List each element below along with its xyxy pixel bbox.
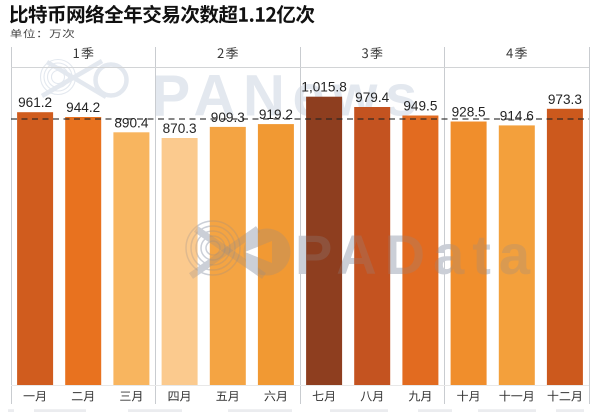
svg-text:1,015.8: 1,015.8 [301,80,346,95]
svg-text:949.5: 949.5 [403,99,437,114]
svg-text:890.4: 890.4 [114,115,148,130]
svg-text:PAData: PAData [295,223,538,286]
svg-text:909.3: 909.3 [211,110,245,125]
svg-text:914.6: 914.6 [500,108,534,123]
svg-text:961.2: 961.2 [18,95,52,110]
svg-text:944.2: 944.2 [66,100,100,115]
svg-text:919.2: 919.2 [259,107,293,122]
svg-text:870.3: 870.3 [163,121,197,136]
svg-text:973.3: 973.3 [548,92,582,107]
svg-text:979.4: 979.4 [355,90,389,105]
svg-text:928.5: 928.5 [452,105,486,120]
